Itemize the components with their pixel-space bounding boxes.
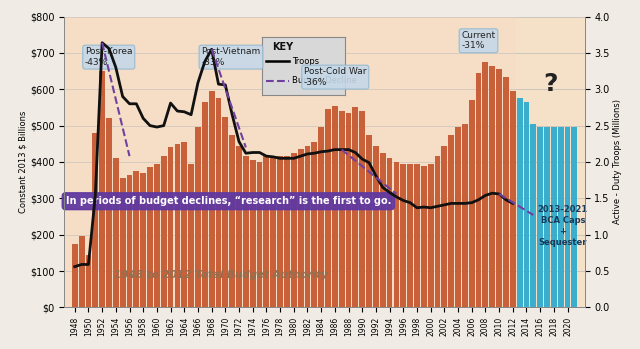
Bar	[318, 127, 324, 307]
Bar	[113, 158, 119, 307]
Bar	[442, 146, 447, 307]
Bar	[257, 162, 262, 307]
Bar	[380, 153, 386, 307]
Bar	[86, 255, 92, 307]
Bar	[407, 164, 413, 307]
Bar	[99, 71, 105, 307]
Bar	[209, 91, 214, 307]
Bar	[346, 113, 351, 307]
Bar	[366, 135, 372, 307]
Text: Post-Cold War
-36%: Post-Cold War -36%	[304, 67, 367, 87]
Bar	[291, 153, 297, 307]
Bar	[414, 164, 420, 307]
Bar	[147, 168, 153, 307]
Bar	[435, 156, 440, 307]
Bar	[270, 156, 276, 307]
Bar	[531, 124, 536, 307]
Bar	[490, 66, 495, 307]
Bar	[202, 102, 208, 307]
Bar	[65, 16, 516, 307]
Bar	[195, 127, 201, 307]
Bar	[476, 73, 481, 307]
Bar	[264, 156, 269, 307]
Bar	[469, 100, 475, 307]
Bar	[394, 162, 399, 307]
Bar	[421, 165, 427, 307]
Text: In periods of budget declines, “research” is the first to go.: In periods of budget declines, “research…	[66, 196, 391, 206]
Y-axis label: Active - Duty Troops (Millions): Active - Duty Troops (Millions)	[612, 99, 621, 224]
Bar	[339, 111, 344, 307]
Text: 1948 to 2012 Total Budget Authority: 1948 to 2012 Total Budget Authority	[113, 270, 328, 280]
Bar	[72, 244, 77, 307]
Bar	[298, 149, 303, 307]
Bar	[277, 156, 283, 307]
Bar	[154, 164, 160, 307]
Bar	[503, 76, 509, 307]
Bar	[428, 164, 433, 307]
Text: ?: ?	[543, 72, 557, 96]
Bar	[544, 127, 550, 307]
Bar	[462, 124, 468, 307]
Text: Current
-31%: Current -31%	[461, 31, 495, 51]
Bar	[455, 127, 461, 307]
Bar	[120, 178, 125, 307]
Bar	[168, 147, 173, 307]
Bar	[175, 144, 180, 307]
Bar	[551, 127, 557, 307]
Bar	[106, 118, 112, 307]
Bar	[216, 98, 221, 307]
Bar	[312, 142, 317, 307]
Bar	[79, 237, 84, 307]
Bar	[516, 98, 522, 307]
Bar	[181, 142, 187, 307]
Bar	[250, 160, 255, 307]
Bar	[325, 109, 331, 307]
Bar	[401, 164, 406, 307]
Bar	[524, 102, 529, 307]
Bar	[229, 135, 235, 307]
Bar	[496, 69, 502, 307]
Bar	[572, 127, 577, 307]
Bar	[133, 171, 140, 307]
Bar	[243, 156, 249, 307]
Y-axis label: Constant 2013 $ Billions: Constant 2013 $ Billions	[19, 111, 28, 213]
Bar	[353, 107, 358, 307]
Bar	[387, 158, 392, 307]
Bar	[305, 146, 310, 307]
Bar	[558, 127, 564, 307]
Bar	[223, 117, 228, 307]
Bar	[284, 156, 290, 307]
Bar	[537, 127, 543, 307]
Bar	[510, 91, 516, 307]
Bar	[140, 173, 146, 307]
Bar	[127, 175, 132, 307]
Text: 2013-2021
BCA Caps
+
Sequester: 2013-2021 BCA Caps + Sequester	[538, 205, 588, 247]
Bar	[161, 156, 166, 307]
Bar	[373, 146, 379, 307]
Bar	[448, 135, 454, 307]
Bar	[236, 146, 242, 307]
Bar	[359, 111, 365, 307]
Text: Post-Vietnam
-33%: Post-Vietnam -33%	[202, 47, 260, 67]
Bar	[188, 164, 194, 307]
Bar	[483, 62, 488, 307]
Text: Post-Korea
-43%: Post-Korea -43%	[85, 47, 132, 67]
Bar	[332, 106, 338, 307]
Bar	[564, 127, 570, 307]
Bar	[92, 133, 98, 307]
